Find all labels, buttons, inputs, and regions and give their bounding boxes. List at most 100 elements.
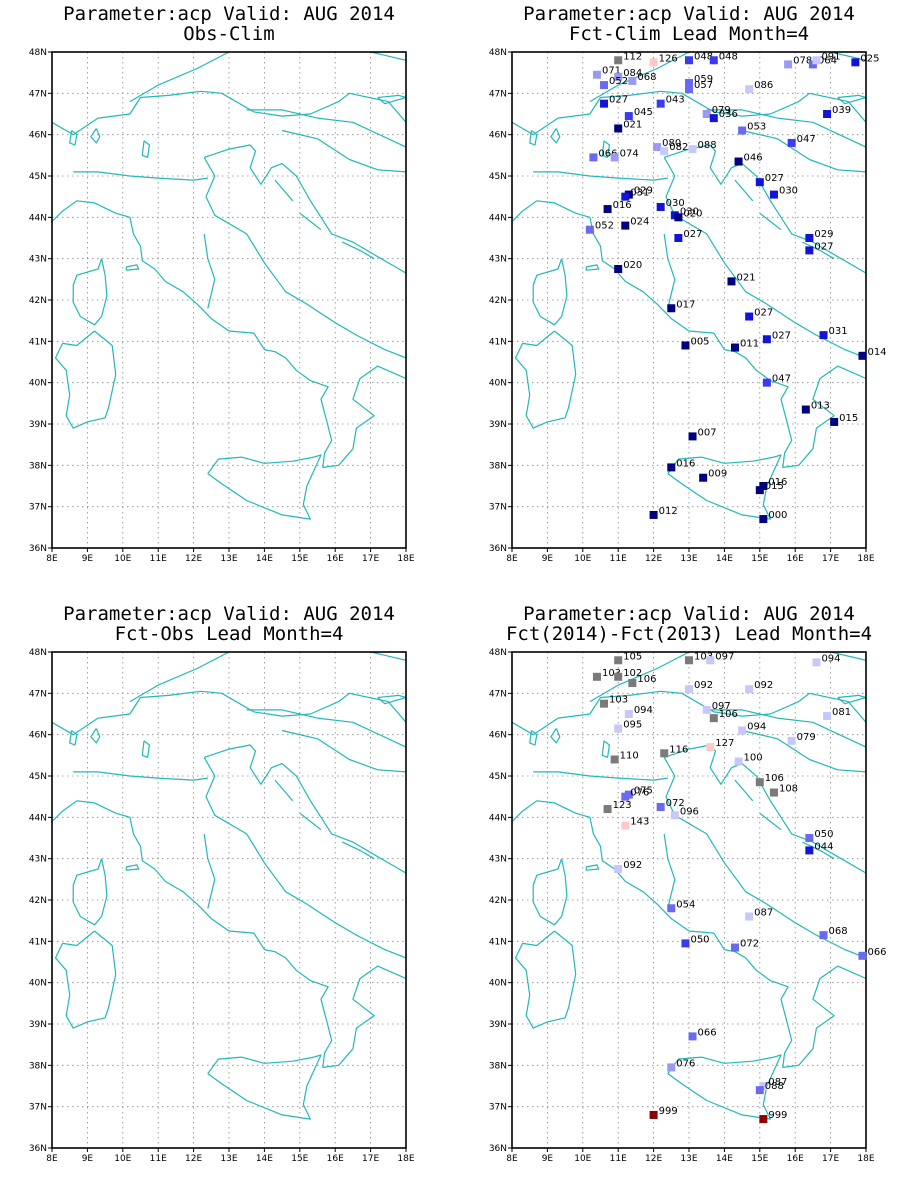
station-label: 017 bbox=[676, 299, 695, 310]
station-label: 103 bbox=[694, 651, 713, 662]
station-label: 076 bbox=[676, 1058, 695, 1069]
station-marker bbox=[649, 58, 658, 67]
coastline-croatianIslands2 bbox=[299, 812, 322, 831]
station-marker bbox=[784, 60, 793, 69]
lon-tick-label: 15E bbox=[291, 554, 308, 564]
lat-tick-label: 41N bbox=[489, 337, 507, 347]
lat-tick-label: 39N bbox=[29, 420, 47, 430]
lat-tick-label: 38N bbox=[489, 461, 507, 471]
station-marker bbox=[812, 658, 821, 667]
lat-tick-label: 36N bbox=[29, 544, 47, 554]
station-marker bbox=[656, 803, 665, 811]
station-label: 030 bbox=[779, 186, 798, 197]
lat-tick-label: 41N bbox=[29, 937, 47, 947]
coastline-ionian bbox=[52, 800, 406, 1068]
map-gridlines bbox=[52, 52, 406, 548]
station-label: 011 bbox=[740, 339, 759, 350]
lon-tick-label: 10E bbox=[574, 1154, 591, 1164]
station-marker bbox=[688, 1032, 697, 1041]
lon-tick-label: 13E bbox=[680, 1154, 697, 1164]
station-label: 092 bbox=[623, 860, 642, 871]
station-label: 024 bbox=[630, 217, 649, 228]
coastline-sicily bbox=[667, 454, 782, 520]
coastline-dravaSava bbox=[246, 709, 406, 748]
coastline-inn bbox=[589, 52, 690, 103]
coastline-borderAlps bbox=[52, 90, 406, 136]
station-marker bbox=[755, 486, 764, 495]
station-label: 050 bbox=[814, 829, 833, 840]
station-label: 084 bbox=[623, 68, 642, 79]
lon-tick-label: 11E bbox=[610, 554, 627, 564]
coastline-croatianIslands1 bbox=[274, 179, 294, 202]
lon-tick-label: 12E bbox=[185, 554, 202, 564]
station-label: 029 bbox=[634, 186, 653, 197]
lat-tick-label: 38N bbox=[489, 1061, 507, 1071]
station-marker bbox=[734, 757, 743, 766]
lat-tick-label: 36N bbox=[489, 544, 507, 554]
lat-tick-label: 37N bbox=[29, 503, 47, 513]
station-marker bbox=[762, 335, 771, 344]
station-label: 079 bbox=[712, 105, 731, 116]
station-label: 054 bbox=[676, 899, 695, 910]
station-label: 106 bbox=[765, 773, 784, 784]
lon-tick-label: 16E bbox=[327, 1154, 344, 1164]
lon-tick-label: 17E bbox=[362, 554, 379, 564]
coastline-sardinia bbox=[54, 930, 117, 1029]
station-label: 079 bbox=[797, 732, 816, 743]
coastline-savaLow bbox=[281, 129, 406, 173]
lat-tick-label: 37N bbox=[29, 1103, 47, 1113]
station-label: 071 bbox=[602, 66, 621, 77]
station-marker bbox=[610, 153, 619, 162]
station-marker bbox=[624, 710, 633, 718]
coastline-dravaSava bbox=[246, 109, 406, 148]
station-label: 012 bbox=[659, 506, 678, 517]
station-marker bbox=[685, 56, 693, 65]
coastline-lakeGarda bbox=[141, 740, 150, 758]
station-label: 029 bbox=[814, 229, 833, 240]
station-marker bbox=[759, 1082, 768, 1090]
station-marker bbox=[823, 712, 832, 721]
coastline-croatianIslands1 bbox=[734, 179, 754, 202]
station-marker bbox=[660, 749, 669, 758]
lon-tick-label: 17E bbox=[822, 1154, 839, 1164]
lat-tick-label: 42N bbox=[29, 296, 47, 306]
coastline-istria bbox=[204, 744, 406, 874]
station-marker bbox=[805, 234, 814, 242]
coastline-lakeComo bbox=[550, 728, 561, 744]
lat-tick-label: 47N bbox=[29, 689, 47, 699]
station-label: 052 bbox=[595, 221, 614, 232]
coastline-tiber bbox=[203, 833, 216, 909]
coastline-inn bbox=[589, 652, 690, 703]
lon-tick-label: 18E bbox=[397, 554, 414, 564]
station-marker bbox=[585, 225, 594, 234]
station-marker bbox=[851, 58, 860, 67]
station-marker bbox=[731, 343, 740, 352]
station-label: 052 bbox=[609, 76, 628, 87]
station-label: 016 bbox=[676, 458, 695, 469]
station-label: 999 bbox=[768, 1110, 787, 1121]
coastline-corsica bbox=[532, 258, 568, 326]
station-label: 078 bbox=[793, 55, 812, 66]
lon-tick-label: 12E bbox=[185, 1154, 202, 1164]
station-label: 091 bbox=[821, 51, 840, 62]
coastline-lakeGarda bbox=[141, 140, 150, 158]
lat-tick-label: 43N bbox=[29, 255, 47, 265]
station-marker bbox=[600, 699, 609, 708]
station-marker bbox=[759, 1115, 768, 1124]
station-label: 066 bbox=[867, 947, 886, 958]
lon-tick-label: 8E bbox=[506, 554, 518, 564]
coastline-lakeComo bbox=[90, 728, 101, 744]
station-label: 088 bbox=[698, 140, 717, 151]
station-marker bbox=[709, 56, 718, 65]
station-marker bbox=[745, 312, 754, 321]
station-marker bbox=[592, 70, 601, 79]
station-marker bbox=[589, 153, 598, 162]
coastline-tiber bbox=[663, 233, 676, 309]
station-marker bbox=[706, 656, 715, 665]
lon-tick-label: 16E bbox=[787, 1154, 804, 1164]
station-marker bbox=[727, 277, 736, 286]
station-marker bbox=[734, 157, 743, 166]
lat-tick-label: 43N bbox=[29, 855, 47, 865]
